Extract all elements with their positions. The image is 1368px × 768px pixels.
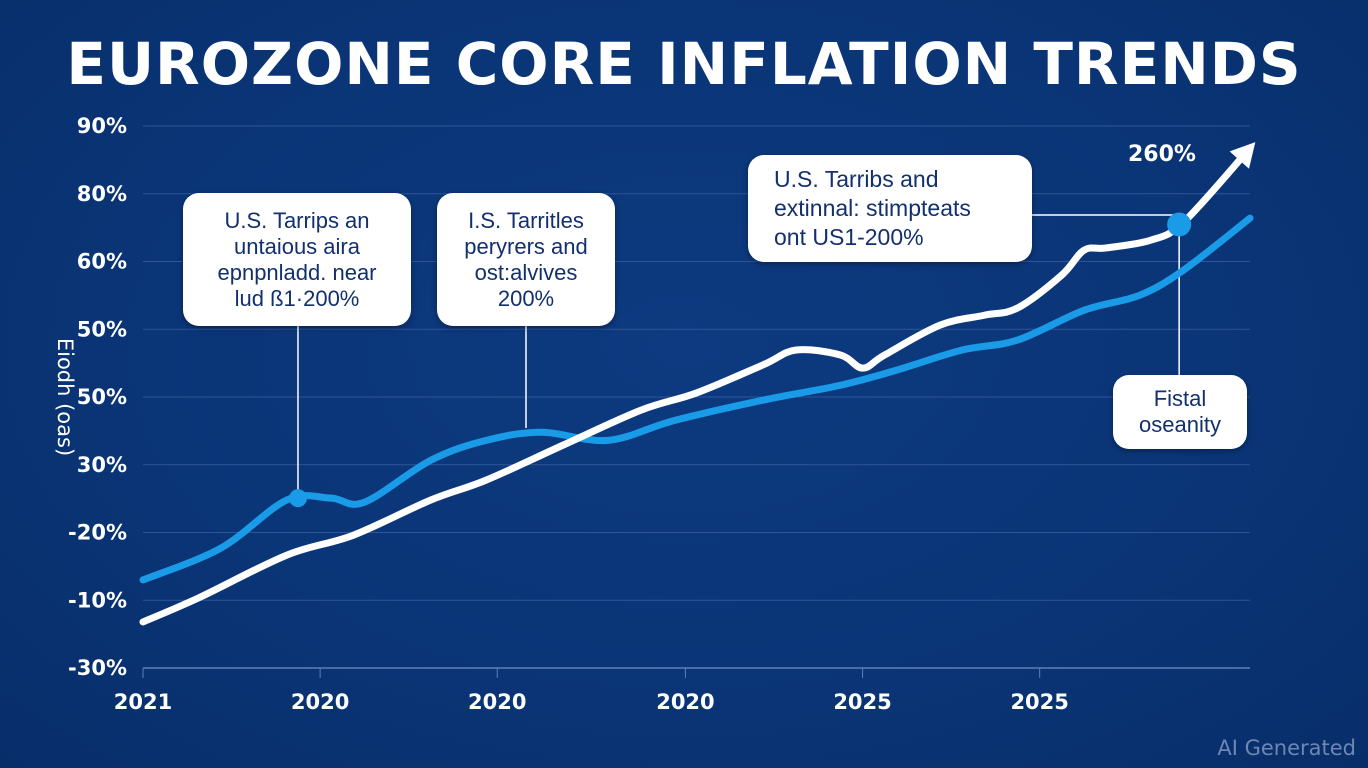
data-point-marker — [288, 489, 307, 508]
x-tick-label: 2020 — [291, 690, 349, 714]
annotation-callout-tariffs-2: I.S. Tarritles peryrers and ost:alvives … — [437, 193, 615, 326]
y-tick-label: -10% — [68, 588, 127, 612]
y-tick-label: 30% — [77, 453, 127, 477]
series-lines — [139, 142, 1256, 626]
y-tick-label: 80% — [77, 182, 127, 206]
data-point-marker — [1167, 212, 1192, 237]
x-tick-label: 2020 — [468, 690, 526, 714]
y-tick-label: -30% — [68, 656, 127, 680]
x-tick-label: 2021 — [114, 690, 172, 714]
x-tick-label: 2025 — [833, 690, 891, 714]
x-tick-label: 2025 — [1010, 690, 1068, 714]
annotation-callout-fiscal: Fistal oseanity — [1113, 375, 1247, 449]
y-axis-label: Eiodh (oas) — [53, 338, 77, 456]
x-tick-label: 2020 — [656, 690, 714, 714]
x-axis-ticks: 2021 2020 2020 2020 2025 2025 — [114, 668, 1069, 714]
annotation-callout-tariffs-3: U.S. Tarribs and extinnal: stimpteats on… — [748, 155, 1032, 262]
y-tick-label: 50% — [77, 385, 127, 409]
ai-generated-watermark: AI Generated — [1217, 736, 1356, 760]
arrow-head-icon — [1229, 142, 1256, 169]
point-markers — [288, 212, 1192, 508]
chart-title: EUROZONE CORE INFLATION TRENDS — [66, 30, 1302, 98]
y-tick-label: -20% — [68, 521, 127, 545]
y-tick-label: 60% — [77, 250, 127, 274]
white-series-line — [139, 144, 1254, 626]
y-tick-label: 90% — [77, 114, 127, 138]
y-axis-ticks: 90% 80% 60% 50% 50% 30% -20% -10% -30% — [68, 114, 127, 680]
annotation-leaders — [297, 214, 1180, 499]
peak-value-label: 260% — [1128, 142, 1196, 167]
y-tick-label: 50% — [77, 317, 127, 341]
annotation-callout-tariffs-1: U.S. Tarrips an untaious aira epnpnladd.… — [183, 193, 411, 326]
blue-series-line — [139, 214, 1254, 584]
